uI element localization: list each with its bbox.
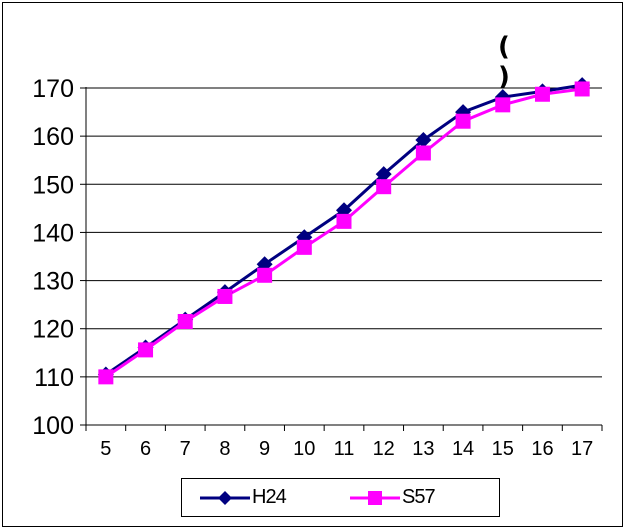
data-point-s57	[296, 239, 312, 255]
x-tick-label: 13	[412, 438, 434, 460]
legend-marker-s57	[350, 490, 400, 505]
y-tick-label: 130	[32, 268, 74, 296]
x-tick-label: 10	[293, 438, 315, 460]
x-tick-label: 15	[492, 438, 514, 460]
data-point-s57	[336, 213, 352, 229]
unit-label: ( )	[498, 32, 544, 92]
x-tick-label: 9	[259, 438, 270, 460]
data-point-s57	[177, 313, 193, 329]
data-point-s57	[257, 267, 273, 283]
y-tick-label: 100	[32, 412, 74, 440]
legend-label-s57: S57	[402, 486, 436, 508]
x-tick-label: 16	[531, 438, 553, 460]
legend-item-s57: S57	[350, 479, 436, 516]
legend-marker-h24	[200, 490, 250, 505]
y-tick-labels: 100 110 120 130 140 150 160 170	[32, 75, 74, 440]
data-point-s57	[98, 369, 114, 385]
data-point-s57	[495, 97, 511, 113]
x-tick-label: 5	[100, 438, 111, 460]
data-point-h24	[375, 166, 392, 183]
y-tick-label: 110	[34, 364, 74, 392]
data-point-s57	[217, 288, 233, 304]
x-tick-labels: 5 6 7 8 9 10 11 12 13 14 15 16 17	[100, 438, 593, 460]
series-markers	[97, 77, 591, 385]
x-tick-label: 8	[219, 438, 230, 460]
y-tick-label: 120	[32, 316, 74, 344]
x-tick-label: 17	[571, 438, 593, 460]
y-tick-label: 150	[32, 171, 74, 199]
series-lines	[105, 83, 583, 379]
x-tick-label: 7	[180, 438, 191, 460]
series-line-h24	[105, 83, 583, 376]
x-tick-label: 12	[373, 438, 395, 460]
data-point-h24	[415, 131, 432, 148]
legend-item-h24: H24	[200, 479, 287, 516]
legend: H24 S57	[181, 478, 500, 517]
data-point-s57	[455, 113, 471, 129]
data-point-s57	[376, 179, 392, 195]
x-tick-label: 6	[140, 438, 151, 460]
data-point-s57	[415, 145, 431, 161]
data-point-s57	[574, 81, 590, 97]
legend-label-h24: H24	[252, 486, 287, 508]
y-tick-label: 140	[32, 219, 74, 247]
y-tick-label: 170	[32, 75, 74, 103]
x-tick-label: 11	[334, 438, 355, 460]
y-tick-label: 160	[32, 123, 74, 151]
data-point-s57	[534, 86, 550, 102]
x-tick-label: 14	[452, 438, 474, 460]
axes	[80, 87, 603, 431]
data-point-s57	[138, 342, 154, 358]
